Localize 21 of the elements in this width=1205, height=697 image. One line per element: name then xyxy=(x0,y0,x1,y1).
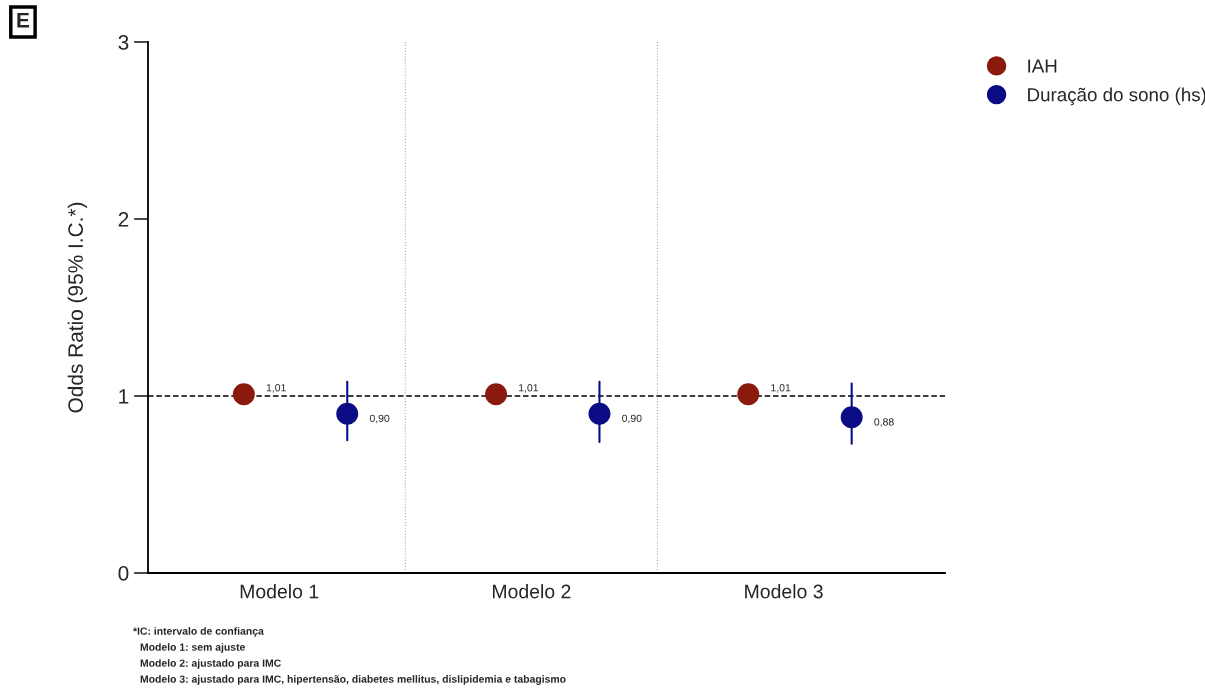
text: Modelo 2: ajustado para IMC xyxy=(140,659,281,669)
y-tick-label: 0 xyxy=(118,566,129,581)
data-label: 0,90 xyxy=(369,414,390,424)
data-label: 1,01 xyxy=(771,384,791,393)
x-tick-label: Modelo 1 xyxy=(240,584,319,599)
y-tick-label: 2 xyxy=(118,212,129,227)
text: E xyxy=(17,13,30,28)
data-label: 1,01 xyxy=(266,384,286,393)
y-tick-label: 3 xyxy=(118,35,129,50)
y-tick-label: 1 xyxy=(119,389,129,404)
text: Modelo 1: sem ajuste xyxy=(140,643,245,653)
text: *IC: intervalo de confiança xyxy=(133,627,264,637)
data-label: 1,01 xyxy=(519,384,539,393)
data-label: 0,90 xyxy=(622,414,642,424)
data-label: 0,88 xyxy=(874,418,894,427)
x-tick-label: Modelo 3 xyxy=(745,584,823,599)
x-tick-label: Modelo 2 xyxy=(492,584,571,599)
legend-label: Duração do sono (hs) xyxy=(1028,87,1205,106)
y-axis-title: Odds Ratio (95% I.C.*) xyxy=(67,202,88,413)
legend-label: IAH xyxy=(1028,59,1057,73)
text: Modelo 3: ajustado para IMC, hipertensão, diabetes mellitus, dislipidemia e tabagismo xyxy=(140,675,566,685)
